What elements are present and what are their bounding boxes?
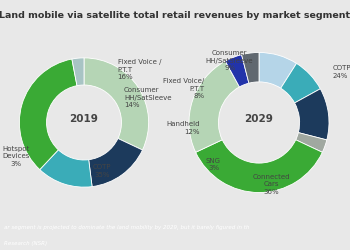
Wedge shape <box>295 89 329 140</box>
Wedge shape <box>19 59 77 170</box>
Text: Fixed Voice/
P.T.T
8%: Fixed Voice/ P.T.T 8% <box>163 78 204 100</box>
Text: ar segment is projected to dominate the land mobility by 2029, but it barely fig: ar segment is projected to dominate the … <box>4 225 249 230</box>
Text: SNG
3%: SNG 3% <box>206 158 221 171</box>
Text: Handheld
12%: Handheld 12% <box>166 121 200 135</box>
Wedge shape <box>89 138 142 186</box>
Wedge shape <box>241 52 259 83</box>
Text: Consumer
HH/SatSleeve
9%: Consumer HH/SatSleeve 9% <box>206 50 253 71</box>
Wedge shape <box>259 52 296 88</box>
Text: Research (NSR): Research (NSR) <box>4 240 47 246</box>
Text: COTP
35%: COTP 35% <box>93 164 111 178</box>
Wedge shape <box>281 64 320 103</box>
Wedge shape <box>84 58 149 150</box>
Text: Connected
Cars
36%: Connected Cars 36% <box>253 174 290 195</box>
Text: 2029: 2029 <box>245 114 273 124</box>
Wedge shape <box>40 150 92 187</box>
Wedge shape <box>225 55 249 87</box>
Text: COTP
24%: COTP 24% <box>332 65 350 79</box>
Text: Hotspot
Devices
3%: Hotspot Devices 3% <box>2 146 30 167</box>
Text: 2019: 2019 <box>70 114 98 124</box>
Wedge shape <box>296 132 327 152</box>
Text: Land mobile via satellite total retail revenues by market segment: Land mobile via satellite total retail r… <box>0 10 350 20</box>
Wedge shape <box>189 61 239 152</box>
Wedge shape <box>72 58 84 86</box>
Text: Fixed Voice /
P.T.T
16%: Fixed Voice / P.T.T 16% <box>118 59 161 80</box>
Wedge shape <box>196 140 322 192</box>
Text: Consumer
HH/SatSleeve
14%: Consumer HH/SatSleeve 14% <box>124 88 172 108</box>
